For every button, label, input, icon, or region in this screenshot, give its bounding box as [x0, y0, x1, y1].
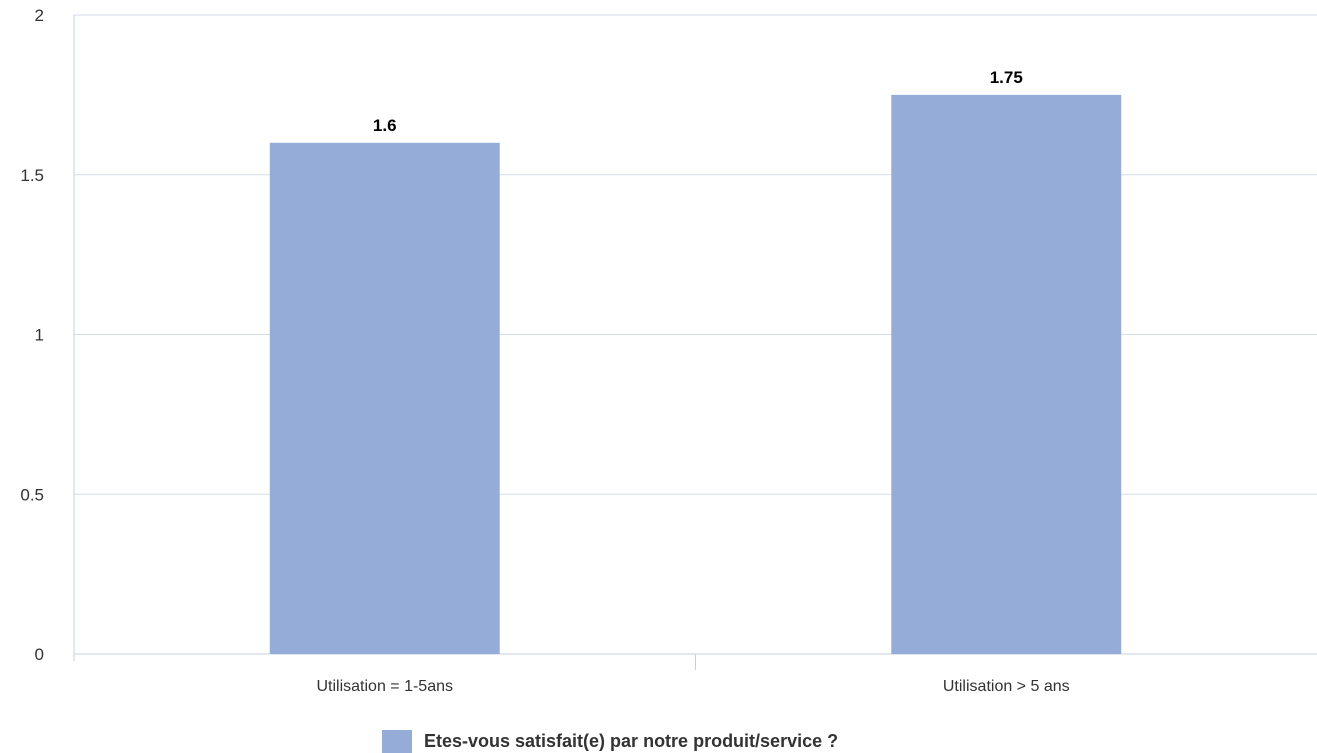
- axes: [73, 15, 1317, 670]
- y-tick-label: 0: [35, 645, 44, 664]
- bar[interactable]: [891, 94, 1122, 654]
- x-tick-label: Utilisation > 5 ans: [943, 678, 1070, 695]
- bars: [269, 94, 1122, 655]
- bar[interactable]: [269, 142, 500, 655]
- legend-swatch: [382, 730, 412, 753]
- data-label: 1.6: [373, 116, 397, 135]
- y-tick-label: 1: [35, 326, 44, 345]
- y-tick-label: 1.5: [20, 166, 44, 185]
- legend-label: Etes-vous satisfait(e) par notre produit…: [424, 731, 838, 751]
- legend[interactable]: Etes-vous satisfait(e) par notre produit…: [382, 730, 838, 753]
- data-label: 1.75: [990, 68, 1023, 87]
- x-tick-label: Utilisation = 1-5ans: [316, 678, 453, 695]
- labels: 0 0.5 1 1.5 2 1.6 Utilisation = 1-5ans 1.75 Util…: [20, 6, 1069, 695]
- grid-lines: [74, 14, 1317, 495]
- y-tick-label: 2: [35, 6, 44, 25]
- y-tick-label: 0.5: [20, 485, 44, 504]
